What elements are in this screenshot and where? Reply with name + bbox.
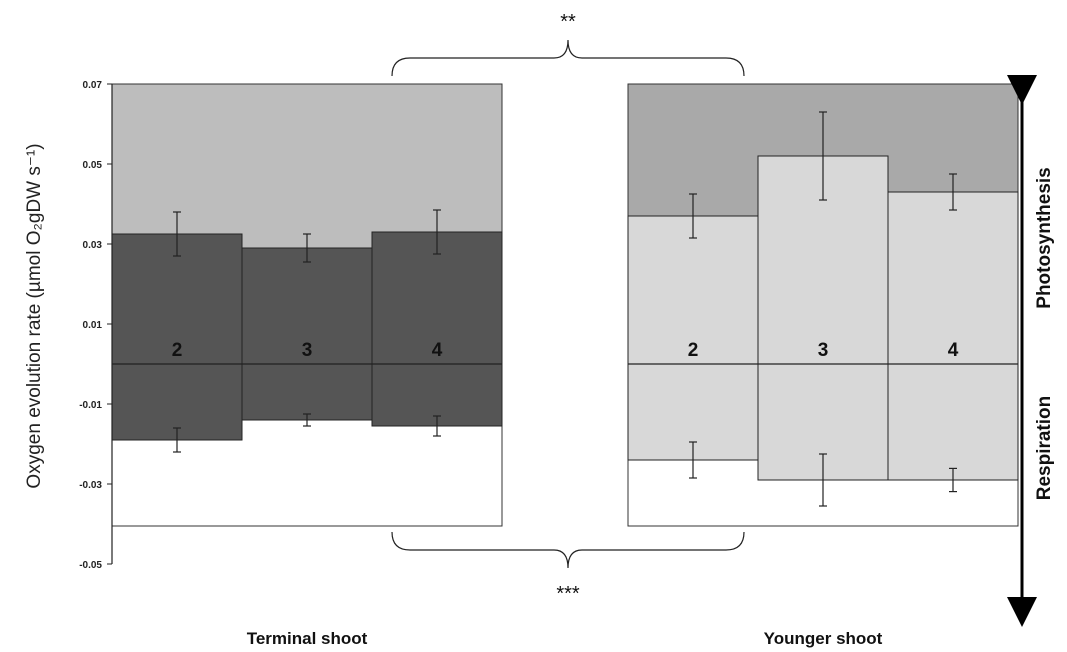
younger-shoot-photosynthesis-bar-4: [887, 191, 1019, 365]
terminal-shoot-respiration-bar-2: [111, 363, 243, 441]
top-significance-brace: [391, 39, 745, 77]
terminal-shoot-photosynthesis-error-bar-4: [433, 209, 441, 255]
bottom-significance-brace: [391, 531, 745, 569]
younger-shoot-group-label: Younger shoot: [764, 629, 883, 648]
y-tick-label: 0.01: [83, 320, 103, 331]
y-tick-label: 0.03: [83, 240, 103, 251]
younger-shoot-respiration-error-bar-2: [689, 441, 697, 479]
y-tick-label: 0.05: [83, 160, 103, 171]
top-significance-label: **: [560, 11, 576, 33]
terminal-shoot-photosynthesis-error-bar-3: [303, 233, 311, 263]
photosynthesis-side-label: Photosynthesis: [1034, 167, 1055, 308]
terminal-shoot-category-label-2: 2: [172, 340, 183, 361]
terminal-shoot-respiration-error-bar-3: [303, 413, 311, 427]
terminal-shoot-respiration-error-bar-2: [173, 427, 181, 453]
younger-shoot-photosynthesis-error-bar-4: [949, 173, 957, 211]
y-axis-title: Oxygen evolution rate (µmol O₂gDW s⁻¹): [24, 143, 45, 488]
younger-shoot-respiration-error-bar-4: [949, 467, 957, 493]
younger-shoot-photosynthesis-error-bar-3: [819, 111, 827, 201]
y-tick-label: -0.03: [79, 480, 102, 491]
bottom-significance-label: ***: [556, 583, 580, 605]
terminal-shoot-category-label-3: 3: [302, 340, 313, 361]
terminal-shoot-category-label-4: 4: [432, 340, 443, 361]
younger-shoot-category-label-4: 4: [948, 340, 959, 361]
younger-shoot-photosynthesis-bar-2: [627, 215, 759, 365]
terminal-shoot-respiration-error-bar-4: [433, 415, 441, 437]
younger-shoot-category-label-3: 3: [818, 340, 829, 361]
younger-shoot-category-label-2: 2: [688, 340, 699, 361]
y-tick-label: -0.01: [79, 400, 102, 411]
terminal-shoot-group-label: Terminal shoot: [247, 629, 368, 648]
younger-shoot-respiration-bar-4: [887, 363, 1019, 481]
terminal-shoot-photosynthesis-error-bar-2: [173, 211, 181, 257]
younger-shoot-respiration-error-bar-3: [819, 453, 827, 507]
y-tick-label: 0.07: [83, 80, 103, 91]
y-tick-label: -0.05: [79, 560, 102, 571]
terminal-shoot-respiration-bar-3: [241, 363, 373, 421]
younger-shoot-photosynthesis-error-bar-2: [689, 193, 697, 239]
respiration-side-label: Respiration: [1034, 396, 1055, 501]
